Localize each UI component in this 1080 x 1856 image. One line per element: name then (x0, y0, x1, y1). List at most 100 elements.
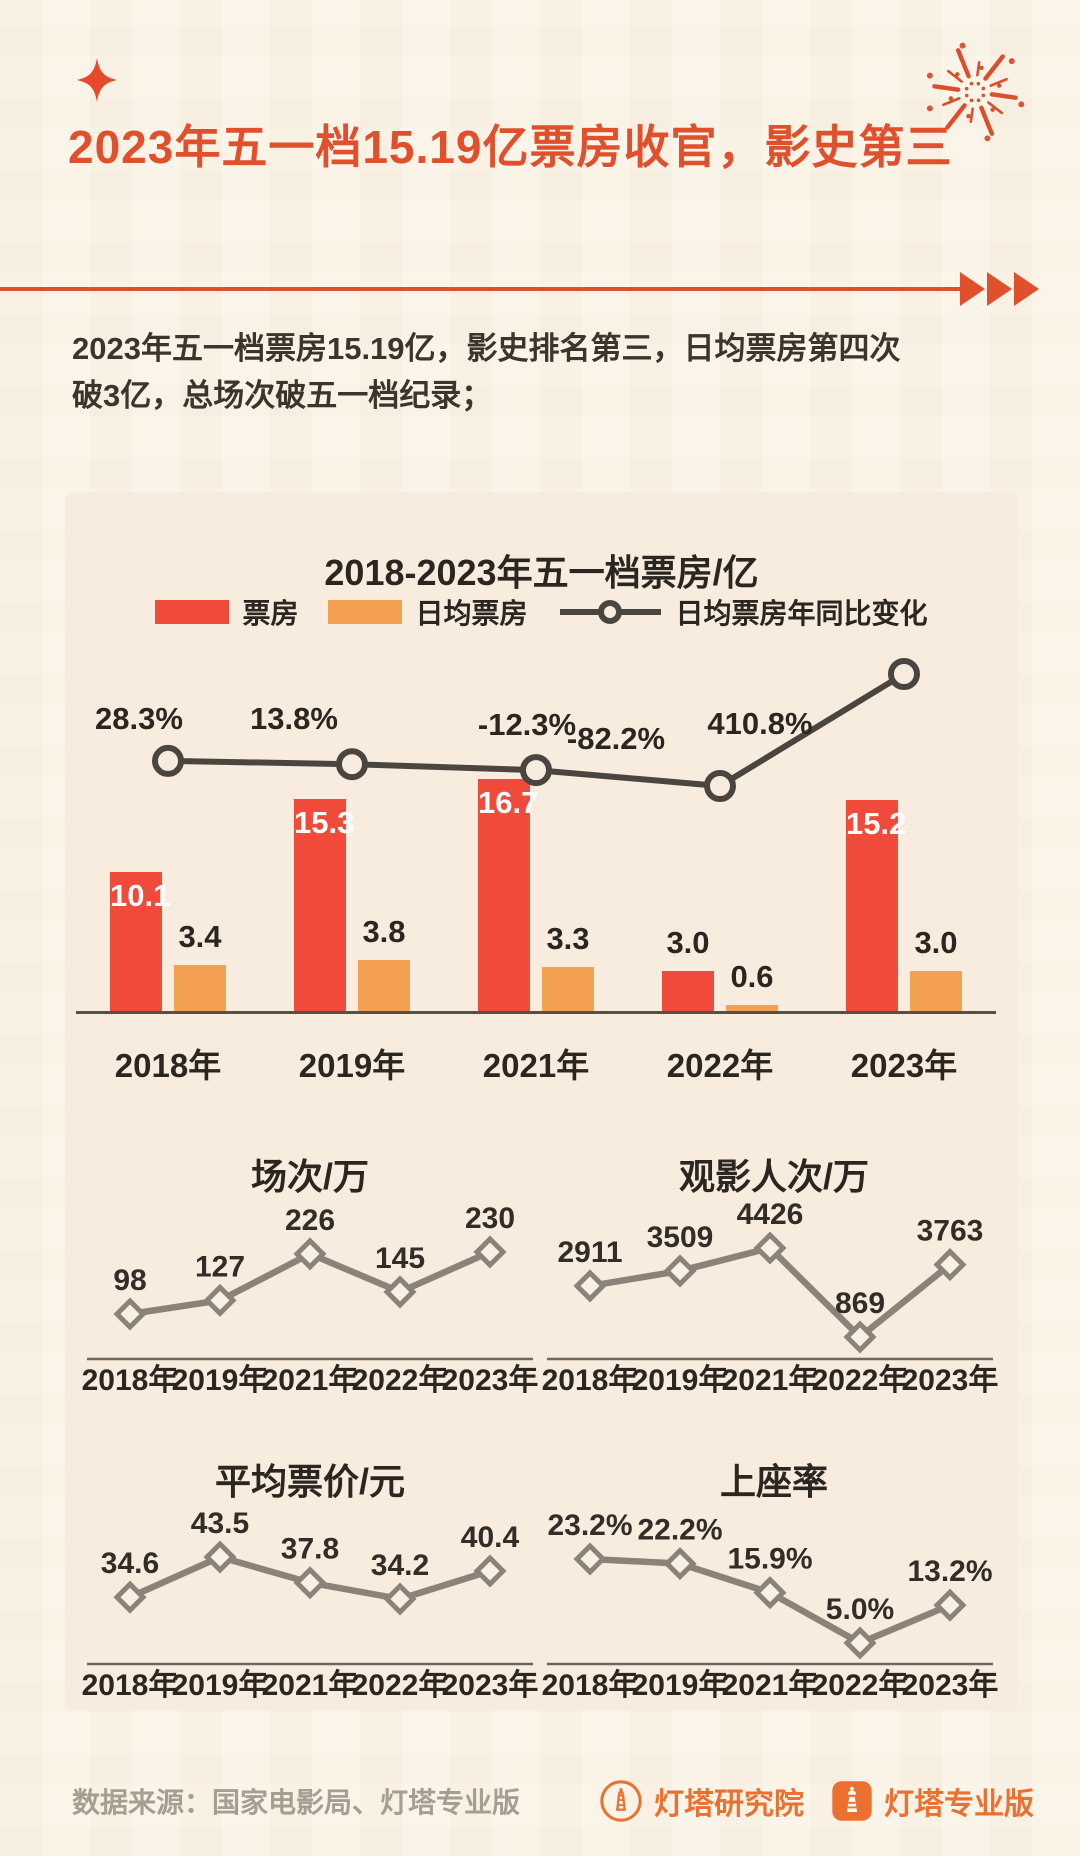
diamond-marker (113, 1297, 147, 1331)
small-value-label: 43.5 (191, 1507, 249, 1540)
orange-bar (542, 967, 594, 1013)
firework-dot (979, 65, 984, 71)
orange-swatch-icon (328, 600, 403, 624)
diamond-marker (473, 1235, 507, 1269)
diamond-marker (573, 1269, 607, 1303)
yoy-marker (888, 658, 920, 690)
small-value-label: 37.8 (281, 1533, 339, 1566)
small-chart: 场次/万 98 2018年 127 2019年 226 2021年 145 2022年 230 20… (82, 1148, 539, 1453)
firework-dot (955, 72, 960, 77)
firework-ray (955, 48, 971, 79)
bar-value-label: 0.6 (730, 959, 774, 994)
bar-value-label: 3.4 (178, 919, 222, 954)
small-x-label: 2018年 (82, 1364, 179, 1397)
main-chart-legend: 票房 日均票房 日均票房年同比变化 (65, 592, 1018, 632)
bar-value-label: 10.1 (110, 878, 171, 913)
firework-ray (932, 84, 961, 92)
dengta-institute-logo: 灯塔研究院 (598, 1778, 804, 1824)
legend-item-dailyavg: 日均票房 (328, 592, 528, 632)
orange-bar (358, 960, 410, 1013)
firework-ray (979, 105, 995, 136)
small-charts-grid: 场次/万 98 2018年 127 2019年 226 2021年 145 2022年 230 20… (82, 1148, 1003, 1758)
firework-core-dot (969, 98, 974, 103)
small-x-label: 2019年 (632, 1669, 729, 1702)
firework-ray (969, 107, 974, 124)
bar-value-label: 3.8 (362, 914, 406, 949)
red-bar: 16.7 (478, 779, 538, 1013)
legend-item-boxoffice: 票房 (155, 592, 298, 632)
firework-dot (948, 96, 954, 101)
small-value-label: 226 (285, 1204, 335, 1237)
yoy-marker (336, 748, 368, 781)
legend-label: 日均票房 (415, 598, 528, 629)
small-value-label: 2911 (557, 1236, 622, 1269)
firework-dot (926, 72, 933, 79)
bar-value-label: 3.0 (666, 925, 710, 960)
bar-value-label: 3.3 (546, 921, 590, 956)
red-bar: 15.2 (846, 800, 907, 1013)
diamond-marker (843, 1320, 877, 1354)
small-x-label: 2019年 (172, 1669, 269, 1702)
firework-ray (945, 103, 967, 130)
page-title: 2023年五一档15.19亿票房收官，影史第三 (68, 121, 953, 173)
yoy-value-label: 410.8% (707, 706, 812, 741)
yoy-value-label: -12.3% (478, 707, 576, 742)
small-chart-title: 观影人次/万 (678, 1156, 869, 1197)
small-chart: 平均票价/元 34.6 2018年 43.5 2019年 37.8 2021年 34.2 202… (82, 1453, 539, 1758)
main-x-axis (76, 1011, 996, 1014)
bar-value-label: 15.2 (846, 806, 907, 841)
small-x-label: 2022年 (812, 1364, 909, 1397)
small-value-label: 869 (835, 1287, 885, 1320)
firework-ray (946, 69, 963, 83)
legend-line-marker-icon (559, 600, 661, 624)
red-bar: 10.1 (110, 872, 171, 1013)
legend-item-yoy: 日均票房年同比变化 (558, 592, 928, 632)
firework-dot (990, 107, 995, 112)
diamond-marker (203, 1283, 237, 1317)
small-x-label: 2023年 (442, 1364, 539, 1397)
small-value-label: 3509 (647, 1221, 714, 1254)
divider (0, 287, 962, 291)
small-x-label: 2018年 (542, 1364, 639, 1397)
small-x-label: 2023年 (442, 1669, 539, 1702)
x-axis-label: 2018年 (114, 1047, 222, 1084)
firework-ray (983, 54, 1005, 81)
small-x-label: 2019年 (172, 1364, 269, 1397)
small-value-label: 127 (195, 1250, 245, 1283)
firework-ray (987, 101, 1004, 115)
footer-logos: 灯塔研究院 灯塔专业版 (598, 1778, 1034, 1824)
small-line-chart: 98 2018年 127 2019年 226 2021年 145 2022年 230 2023年 (82, 1202, 539, 1397)
firework-dot (996, 83, 1002, 88)
chart-panel: 2018-2023年五一档票房/亿 票房 日均票房 日均票房年同比变化 10.1… (65, 492, 1018, 1710)
firework-dot (1018, 101, 1025, 108)
diamond-marker (843, 1626, 877, 1660)
firework-ray (942, 97, 961, 107)
data-source: 数据来源：国家电影局、灯塔专业版 (72, 1787, 521, 1818)
firework-dot (959, 42, 966, 49)
orange-bar (910, 971, 962, 1013)
small-chart-title: 场次/万 (250, 1156, 369, 1197)
small-line-chart: 23.2% 2018年 22.2% 2019年 15.9% 2021年 5.0% 2022年 1… (542, 1509, 999, 1702)
main-plot: 10.1 3.4 15.3 3.8 16.7 3.3 3.0 0.6 15.2 3.0 28.3% 1… (76, 585, 996, 1013)
diamond-marker (753, 1576, 787, 1610)
small-x-label: 2021年 (722, 1669, 819, 1702)
firework-dot (1008, 58, 1015, 65)
small-value-label: 145 (375, 1242, 425, 1275)
firework-ray (976, 60, 981, 77)
diamond-marker (383, 1582, 417, 1616)
diamond-marker (203, 1540, 237, 1574)
logo-text: 灯塔专业版 (884, 1788, 1034, 1821)
x-axis-label: 2021年 (482, 1047, 590, 1084)
small-line-chart: 34.6 2018年 43.5 2019年 37.8 2021年 34.2 2022年 40.4… (82, 1507, 539, 1702)
yoy-value-label: 28.3% (95, 701, 183, 736)
x-axis-label: 2019年 (298, 1047, 406, 1084)
small-chart: 上座率 23.2% 2018年 22.2% 2019年 15.9% 2021年 5.0% 202… (542, 1453, 1003, 1758)
diamond-marker (933, 1588, 967, 1622)
small-x-label: 2023年 (902, 1364, 999, 1397)
small-x-label: 2023年 (902, 1669, 999, 1702)
main-chart-title: 2018-2023年五一档票房/亿 (324, 552, 759, 593)
firework-dot (966, 113, 971, 119)
small-value-label: 34.2 (371, 1549, 429, 1582)
legend-label: 票房 (242, 598, 299, 629)
